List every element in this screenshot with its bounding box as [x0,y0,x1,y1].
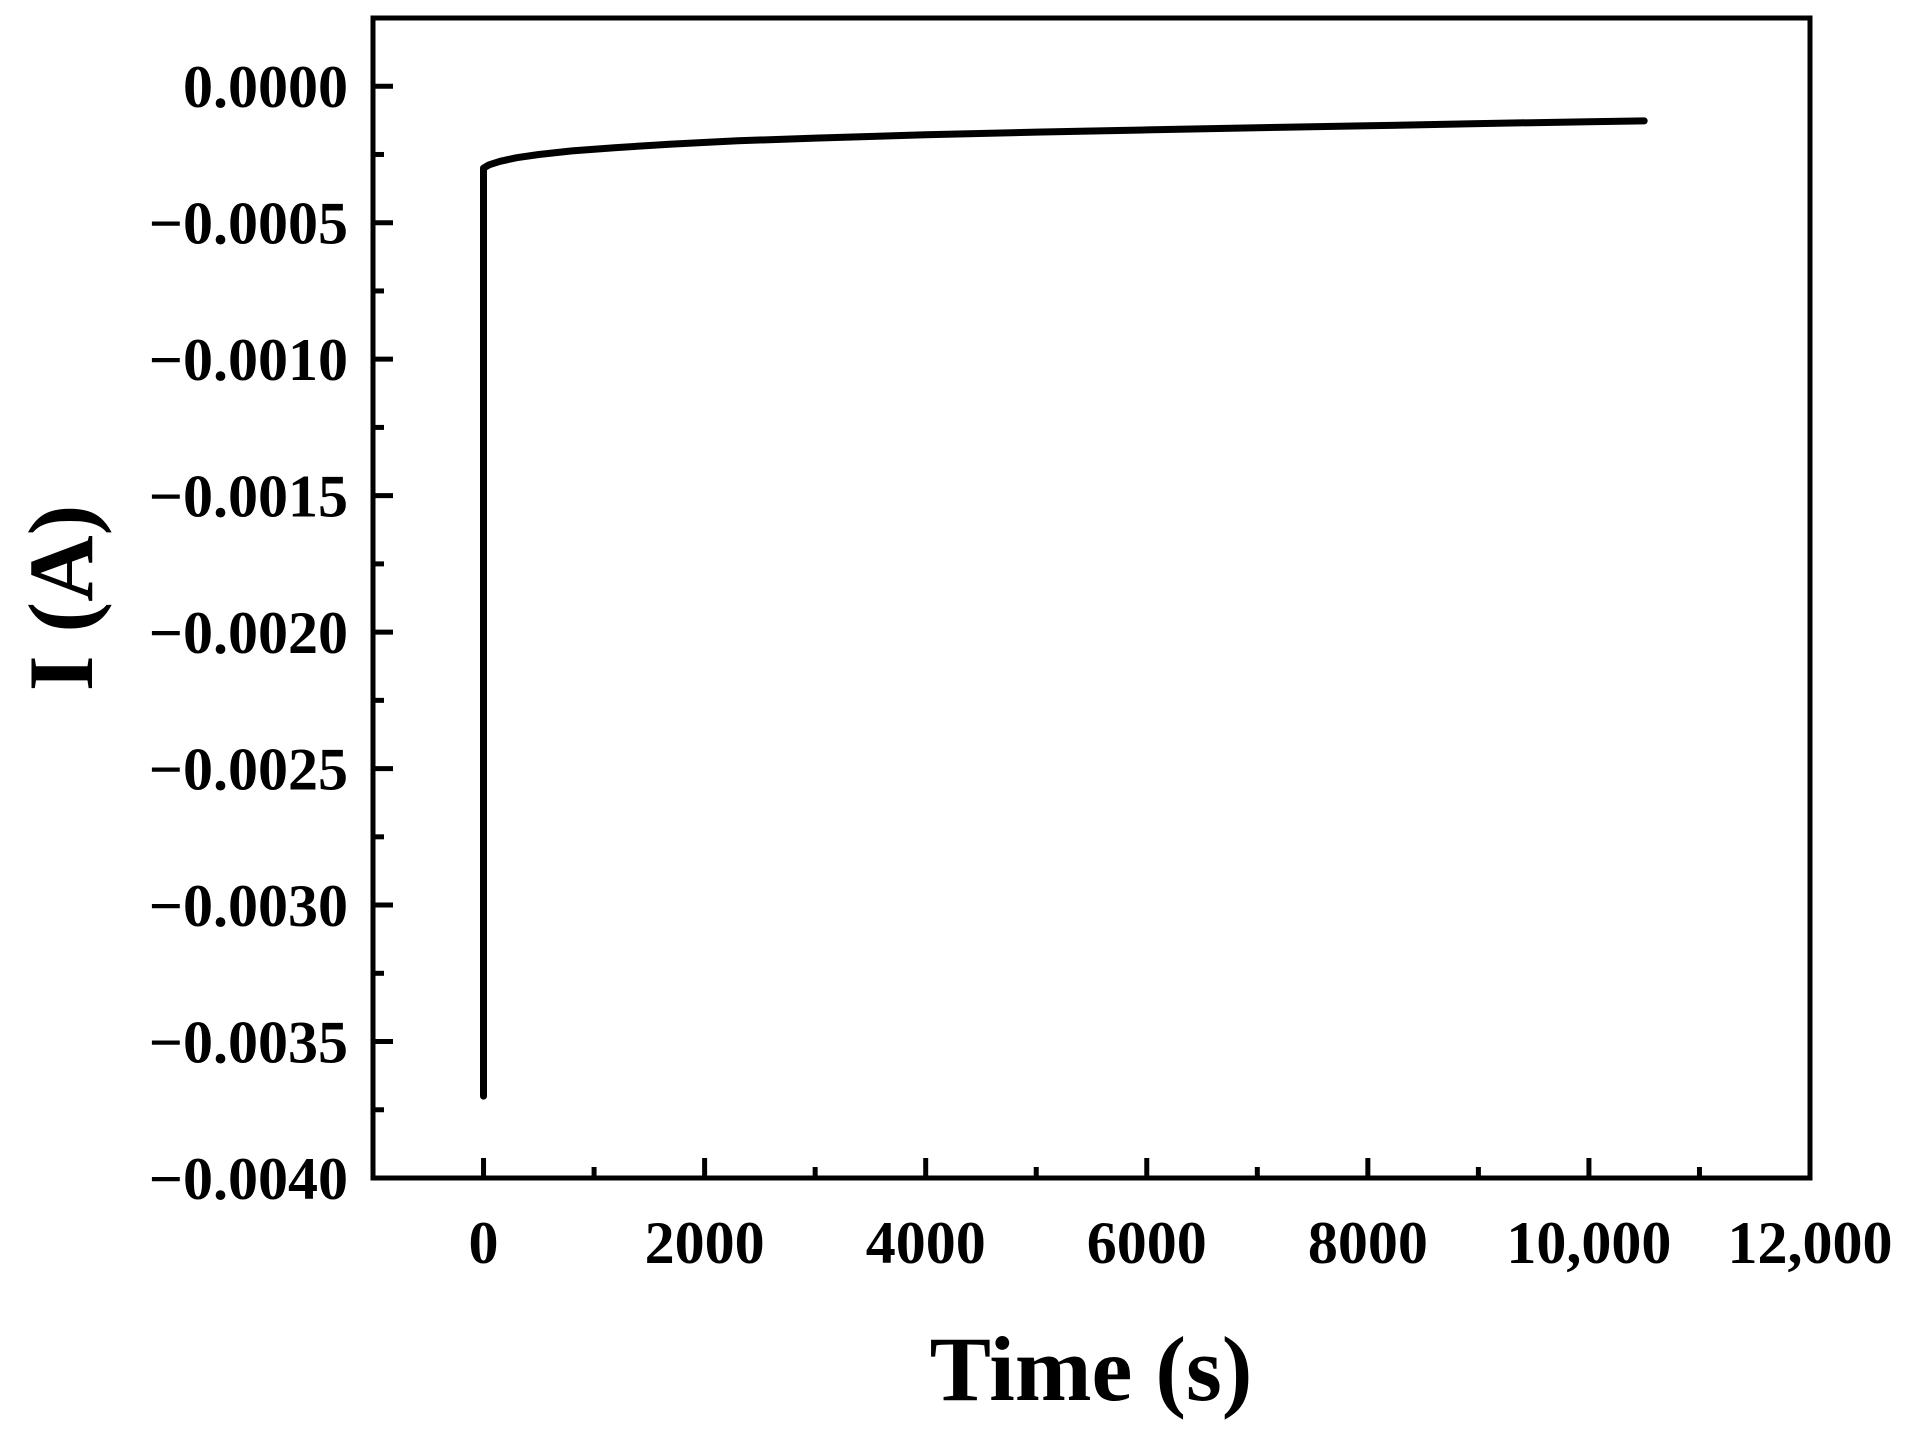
y-tick-label: −0.0040 [149,1146,348,1212]
tick-labels-layer: 0 2000 4000 6000 8000 10,000 12,000 0.0000 −0.00… [149,54,1893,1276]
y-tick-label: 0.0000 [183,54,348,120]
x-tick-label: 6000 [1087,1210,1207,1276]
x-tick-label: 4000 [866,1210,986,1276]
x-tick-label: 0 [469,1210,499,1276]
y-tick-label: −0.0035 [149,1010,348,1076]
series-layer [480,117,1648,1100]
x-tick-label: 8000 [1308,1210,1428,1276]
y-tick-label: −0.0010 [149,327,348,393]
x-tick-label: 2000 [645,1210,765,1276]
y-tick-label: −0.0005 [149,191,348,257]
y-tick-label: −0.0015 [149,464,348,530]
plot-frame [370,15,1813,1181]
ticks-layer [373,15,1702,1178]
y-tick-label: −0.0025 [149,737,348,803]
x-tick-label: 12,000 [1728,1210,1893,1276]
y-tick-label: −0.0020 [149,600,348,666]
y-tick-label: −0.0030 [149,873,348,939]
y-axis-title: I (A) [10,505,112,692]
x-tick-label: 10,000 [1506,1210,1671,1276]
series-line [480,117,1648,1100]
x-axis-title: Time (s) [930,1318,1253,1420]
